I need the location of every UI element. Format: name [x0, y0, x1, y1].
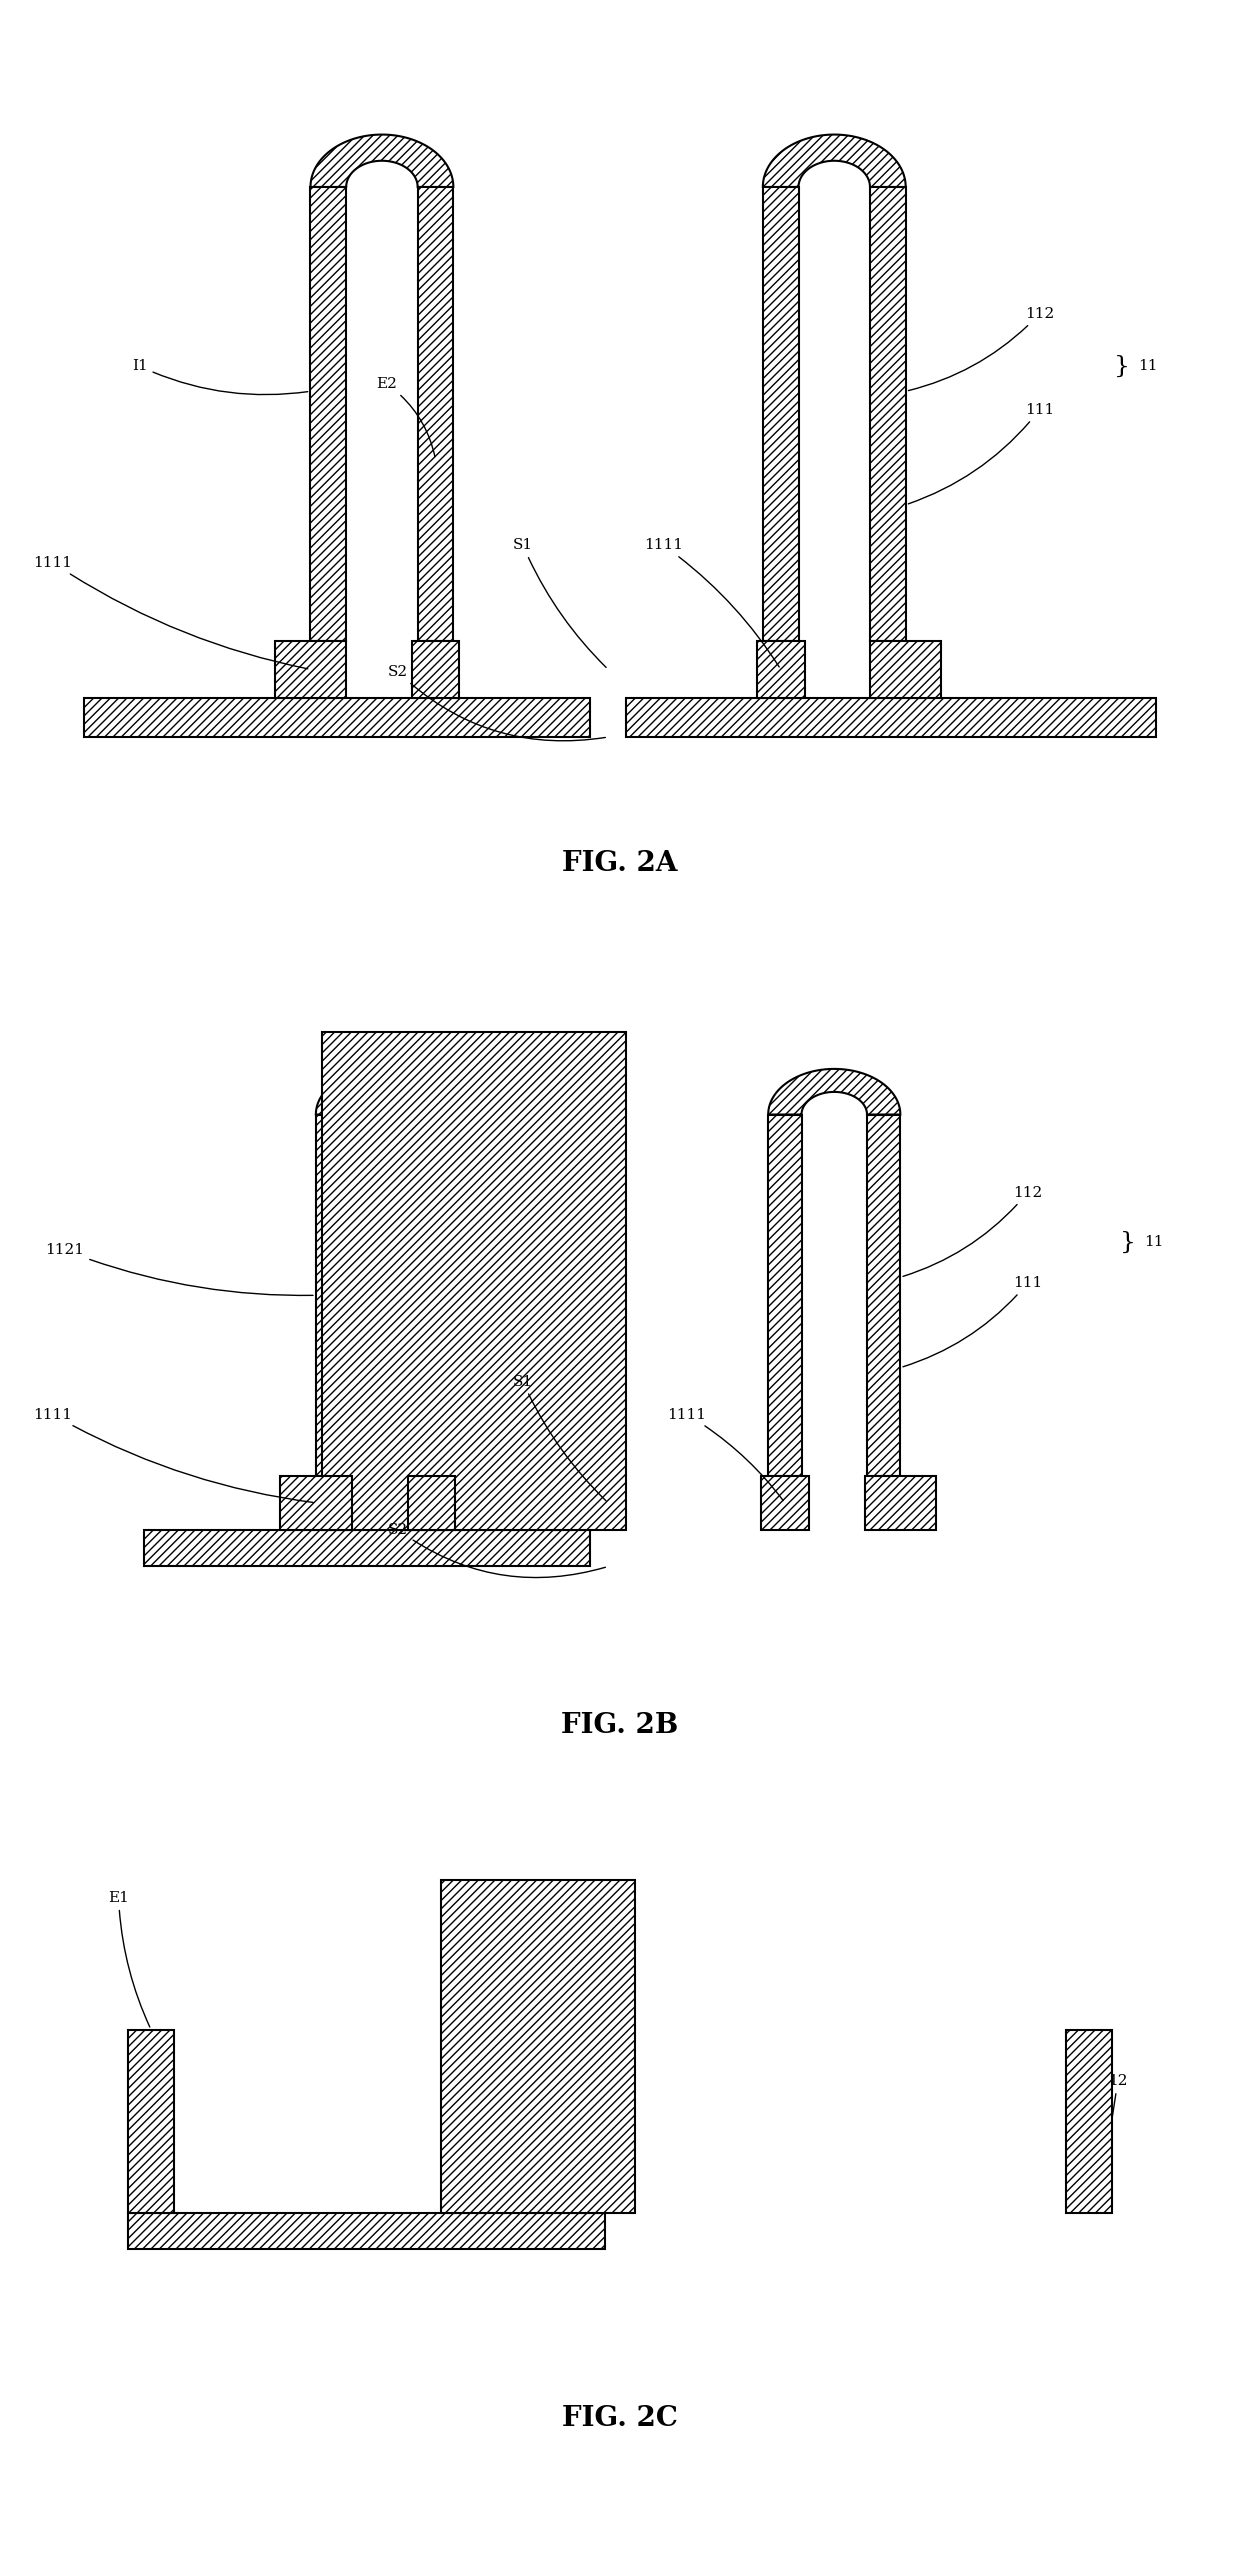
Polygon shape	[1066, 2029, 1111, 2214]
Text: S1: S1	[513, 1374, 606, 1500]
Text: 12: 12	[1109, 2075, 1127, 2119]
Polygon shape	[867, 1115, 900, 1477]
Polygon shape	[418, 187, 454, 642]
Polygon shape	[310, 187, 346, 642]
Text: 11: 11	[1138, 360, 1157, 372]
Polygon shape	[408, 1477, 455, 1531]
Text: 1111: 1111	[33, 555, 308, 668]
Text: }: }	[1120, 1230, 1136, 1253]
Text: E1: E1	[108, 1890, 150, 2026]
Polygon shape	[761, 1477, 808, 1531]
Polygon shape	[316, 1068, 448, 1115]
Polygon shape	[756, 642, 805, 698]
Polygon shape	[322, 1032, 626, 1531]
Text: 1121: 1121	[46, 1243, 312, 1294]
Polygon shape	[129, 2029, 174, 2214]
Text: 1111: 1111	[667, 1407, 784, 1500]
Polygon shape	[763, 187, 799, 642]
Polygon shape	[441, 1880, 635, 2214]
Polygon shape	[316, 1115, 350, 1477]
Text: S1: S1	[513, 539, 606, 668]
Text: 112: 112	[903, 1186, 1042, 1276]
Polygon shape	[280, 1477, 352, 1531]
Text: 112: 112	[909, 308, 1054, 390]
Text: 1111: 1111	[33, 1407, 312, 1502]
Polygon shape	[144, 1531, 590, 1566]
Text: 11: 11	[1143, 1235, 1163, 1248]
Text: FIG. 2A: FIG. 2A	[562, 850, 678, 876]
Polygon shape	[412, 642, 459, 698]
Polygon shape	[84, 698, 590, 737]
Polygon shape	[275, 642, 346, 698]
Polygon shape	[310, 134, 454, 187]
Text: S2: S2	[388, 1523, 605, 1577]
Polygon shape	[129, 2214, 605, 2250]
Text: 111: 111	[903, 1276, 1042, 1366]
Polygon shape	[769, 1115, 801, 1477]
Text: FIG. 2B: FIG. 2B	[562, 1713, 678, 1739]
Text: E2: E2	[376, 377, 435, 457]
Text: }: }	[1114, 354, 1130, 377]
Polygon shape	[864, 1477, 936, 1531]
Text: 111: 111	[909, 403, 1054, 503]
Text: 1111: 1111	[644, 539, 779, 668]
Polygon shape	[870, 642, 941, 698]
Polygon shape	[769, 1068, 900, 1115]
Polygon shape	[870, 187, 905, 642]
Text: S2: S2	[388, 665, 605, 740]
Polygon shape	[626, 698, 1156, 737]
Polygon shape	[414, 1115, 448, 1477]
Text: I1: I1	[131, 360, 308, 395]
Polygon shape	[763, 134, 905, 187]
Text: FIG. 2C: FIG. 2C	[562, 2406, 678, 2432]
